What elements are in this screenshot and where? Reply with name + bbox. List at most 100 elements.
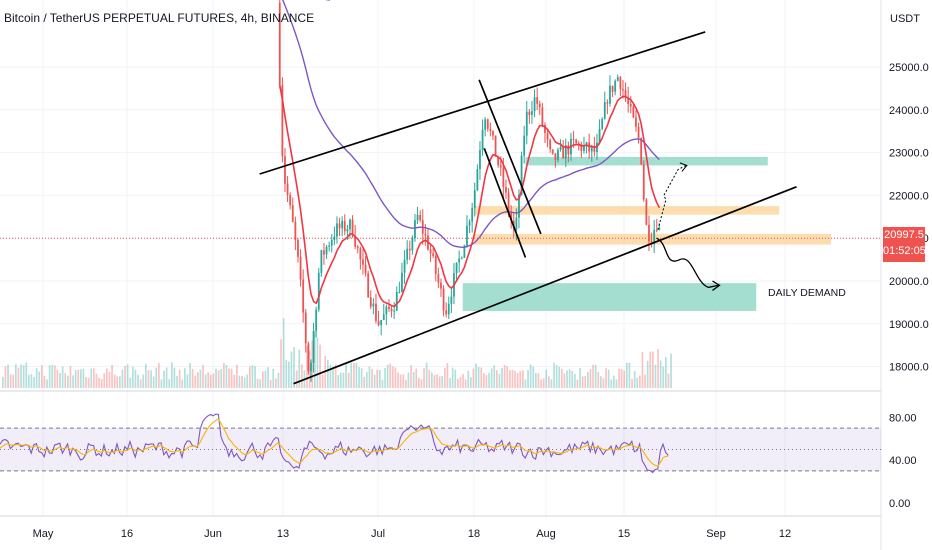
- volume-bar: [87, 377, 90, 388]
- candle-body: [341, 220, 344, 229]
- volume-bar: [28, 374, 30, 388]
- volume-bar: [600, 376, 602, 388]
- volume-bar: [56, 369, 59, 388]
- volume-bar: [550, 379, 553, 388]
- candle-body: [640, 138, 643, 165]
- volume-bar: [163, 370, 165, 388]
- candle-body: [538, 103, 541, 108]
- volume-bar: [295, 370, 298, 388]
- volume-bar: [301, 364, 303, 388]
- candle-body: [395, 292, 398, 311]
- volume-bar: [402, 374, 405, 388]
- volume-bar: [256, 378, 259, 388]
- volume-bar: [662, 366, 665, 388]
- volume-bar: [615, 379, 618, 388]
- volume-bar: [327, 359, 329, 388]
- volume-bar: [493, 365, 496, 388]
- candle-body: [486, 119, 489, 129]
- volume-bar: [480, 367, 483, 388]
- candle-body: [616, 77, 619, 81]
- volume-bar: [173, 367, 176, 388]
- volume-bar: [277, 372, 280, 388]
- volume-bar: [657, 349, 659, 388]
- volume-bar: [259, 379, 262, 388]
- candle-body: [536, 97, 539, 104]
- candle-body: [432, 253, 435, 256]
- volume-bar: [111, 364, 113, 388]
- volume-bar: [220, 368, 223, 388]
- volume-bar: [262, 371, 264, 388]
- volume-bar: [319, 344, 321, 388]
- candle-body: [635, 117, 637, 127]
- volume-bar: [342, 372, 345, 388]
- volume-bar: [316, 337, 319, 388]
- volume-bar: [532, 366, 535, 388]
- volume-bar: [571, 370, 574, 388]
- volume-bar: [659, 360, 662, 388]
- candle-body: [603, 102, 606, 119]
- volume-bar: [607, 369, 610, 388]
- volume-bar: [555, 365, 558, 388]
- time-tick-label: 18: [468, 528, 480, 540]
- volume-bar: [618, 368, 620, 388]
- volume-bar: [225, 365, 228, 388]
- candle-body: [648, 224, 650, 242]
- volume-bar: [451, 367, 454, 388]
- volume-bar: [545, 369, 548, 388]
- volume-bar: [457, 378, 459, 388]
- volume-bar: [537, 373, 540, 388]
- candle-body: [572, 138, 575, 140]
- time-tick-label: 15: [618, 528, 630, 540]
- volume-bar: [654, 364, 657, 388]
- candle-body: [333, 236, 336, 240]
- volume-bar: [113, 374, 116, 388]
- volume-bar: [423, 368, 425, 388]
- volume-bar: [613, 375, 615, 388]
- candle-body: [541, 107, 544, 125]
- candle-body: [325, 246, 328, 255]
- volume-bar: [202, 364, 204, 388]
- volume-bar: [121, 369, 124, 388]
- candle-body: [629, 104, 632, 107]
- candle-body: [562, 146, 565, 159]
- volume-bar: [223, 362, 225, 388]
- candle-body: [601, 118, 604, 129]
- volume-bar: [212, 373, 215, 388]
- volume-bar: [126, 364, 129, 388]
- rsi-tick-label: 40.00: [889, 455, 917, 467]
- volume-bar: [568, 369, 571, 388]
- candle-body: [567, 145, 570, 155]
- volume-bar: [415, 368, 418, 388]
- candle-body: [406, 248, 409, 260]
- volume-bar: [646, 360, 649, 388]
- candle-body: [445, 310, 448, 315]
- volume-bar: [85, 377, 87, 388]
- candle-body: [388, 306, 390, 309]
- candle-body: [502, 167, 505, 187]
- volume-bar: [579, 367, 581, 388]
- volume-bar: [165, 367, 168, 388]
- volume-bar: [462, 374, 464, 388]
- candle-body: [408, 248, 411, 251]
- time-tick-label: May: [33, 528, 54, 540]
- volume-bar: [230, 368, 233, 388]
- volume-bar: [350, 362, 353, 388]
- supply-zone: [474, 206, 780, 215]
- candle-body: [289, 194, 292, 206]
- volume-bar: [254, 366, 256, 388]
- candle-body: [590, 145, 593, 152]
- volume-bar: [194, 375, 197, 388]
- volume-bar: [444, 368, 446, 388]
- volume-bar: [566, 370, 568, 388]
- volume-bar: [379, 370, 381, 388]
- volume-bar: [267, 367, 269, 388]
- candle-body: [312, 331, 315, 363]
- volume-bar: [171, 362, 173, 388]
- bar-countdown: 01:52:05: [883, 245, 926, 257]
- volume-bar: [275, 378, 277, 388]
- candle-body: [528, 111, 531, 115]
- volume-bar: [441, 376, 444, 388]
- volume-bar: [436, 374, 438, 388]
- volume-bar: [475, 363, 477, 388]
